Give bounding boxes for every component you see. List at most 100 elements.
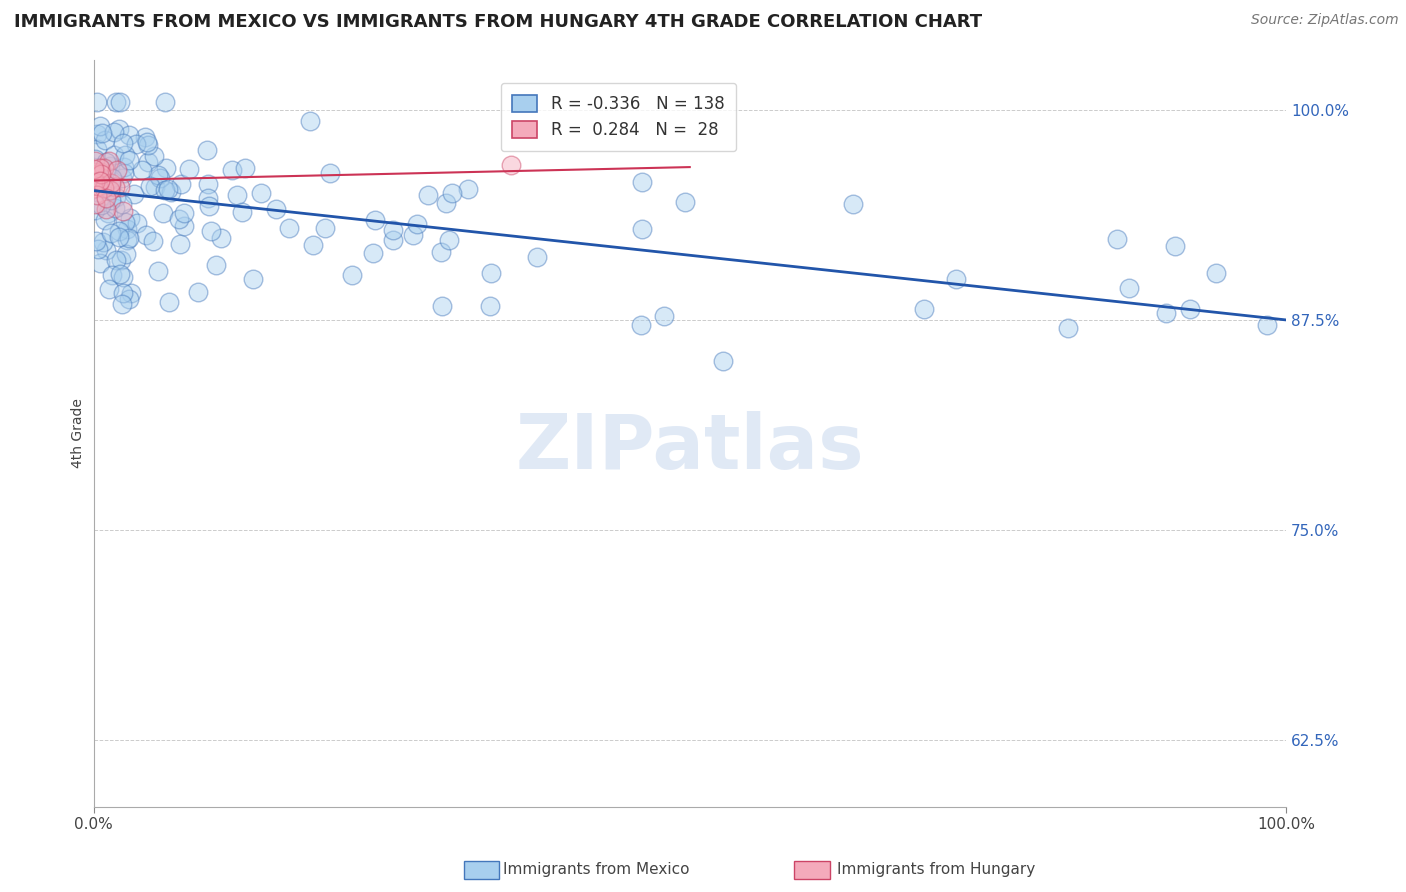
Text: Immigrants from Mexico: Immigrants from Mexico <box>503 863 690 877</box>
Point <box>1180 301 1202 316</box>
Point <box>100 193 122 207</box>
Point <box>361 245 384 260</box>
Point <box>108 224 131 238</box>
Point <box>86 179 108 194</box>
Point <box>108 179 131 194</box>
Point <box>84 175 107 189</box>
Point <box>135 227 157 242</box>
Point <box>83 167 105 181</box>
Point <box>381 233 404 247</box>
Point <box>430 299 453 313</box>
Point <box>198 199 221 213</box>
Point <box>98 282 121 296</box>
Point <box>97 206 120 220</box>
Point <box>177 162 200 177</box>
Point <box>440 186 463 200</box>
Point <box>134 130 156 145</box>
Point <box>146 169 169 183</box>
Y-axis label: 4th Grade: 4th Grade <box>72 399 86 468</box>
Point <box>127 216 149 230</box>
Point <box>91 235 114 249</box>
Point <box>104 252 127 267</box>
Point <box>110 252 132 267</box>
Point <box>96 191 118 205</box>
Point <box>160 185 183 199</box>
Point <box>118 128 141 142</box>
Point <box>209 230 232 244</box>
Point <box>89 161 111 176</box>
Point <box>120 211 142 225</box>
Point <box>118 293 141 307</box>
Point <box>1154 306 1177 320</box>
Point <box>87 242 110 256</box>
Point <box>86 169 108 184</box>
Point <box>479 267 502 281</box>
Point <box>225 187 247 202</box>
Point <box>499 157 522 171</box>
Point <box>173 219 195 233</box>
Point <box>96 154 118 169</box>
Point <box>406 217 429 231</box>
Point <box>136 155 159 169</box>
Point <box>108 267 131 281</box>
Point <box>139 179 162 194</box>
Point <box>195 143 218 157</box>
Point <box>114 247 136 261</box>
Point <box>94 133 117 147</box>
Point <box>187 285 209 300</box>
Point <box>100 176 122 190</box>
Point <box>111 136 134 151</box>
Point <box>382 223 405 237</box>
Point <box>111 297 134 311</box>
Point <box>169 237 191 252</box>
Point <box>108 121 131 136</box>
Point <box>115 233 138 247</box>
Point <box>108 95 131 109</box>
Point <box>114 214 136 228</box>
Text: IMMIGRANTS FROM MEXICO VS IMMIGRANTS FROM HUNGARY 4TH GRADE CORRELATION CHART: IMMIGRANTS FROM MEXICO VS IMMIGRANTS FRO… <box>14 13 983 31</box>
Point <box>1107 232 1129 246</box>
Point <box>111 203 134 218</box>
Point <box>89 174 111 188</box>
Point <box>170 177 193 191</box>
Point <box>673 195 696 210</box>
Point <box>118 153 141 168</box>
Point <box>125 136 148 151</box>
Point <box>114 147 136 161</box>
Point <box>93 213 115 227</box>
Point <box>104 95 127 109</box>
Point <box>86 188 108 202</box>
Point <box>105 162 128 177</box>
Point <box>1205 266 1227 280</box>
Point <box>98 159 121 173</box>
Point <box>364 213 387 227</box>
Point <box>233 161 256 176</box>
Point <box>1057 321 1080 335</box>
Point <box>111 171 134 186</box>
Point <box>89 256 111 270</box>
Point <box>83 161 105 176</box>
Point <box>277 220 299 235</box>
Point <box>205 258 228 272</box>
Point <box>167 212 190 227</box>
Point <box>112 286 135 301</box>
Point <box>526 251 548 265</box>
Point <box>1118 280 1140 294</box>
Point <box>115 222 138 236</box>
Point <box>429 245 451 260</box>
Point <box>457 182 479 196</box>
Point <box>153 95 176 109</box>
Point <box>437 233 460 247</box>
Point <box>86 128 108 142</box>
Point <box>94 243 117 257</box>
Point <box>118 231 141 245</box>
Point <box>173 205 195 219</box>
Point <box>631 175 654 189</box>
Point <box>652 309 675 323</box>
Point <box>945 272 967 286</box>
Point <box>434 196 457 211</box>
Point <box>478 299 501 313</box>
Point <box>104 179 127 194</box>
Point <box>86 95 108 109</box>
Point <box>264 202 287 216</box>
